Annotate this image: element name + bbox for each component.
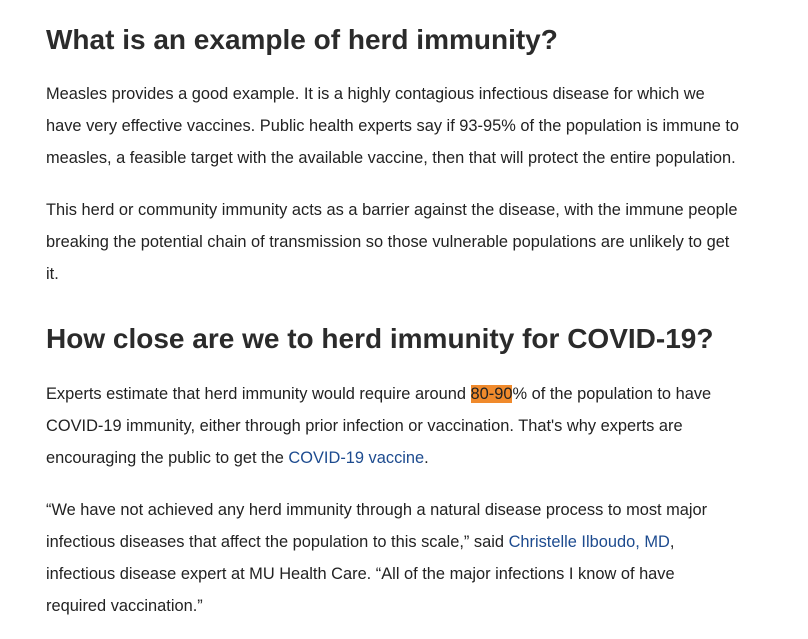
paragraph-line: “We have not achieved any herd immunity …: [46, 501, 708, 519]
text-segment: .: [424, 449, 429, 467]
highlighted-percentage: 80-90: [470, 385, 513, 403]
paragraph-line: measles, a feasible target with the avai…: [46, 149, 736, 167]
text-segment: infectious diseases that affect the popu…: [46, 533, 509, 551]
paragraph-line: COVID-19 immunity, either through prior …: [46, 417, 683, 435]
text-segment: encouraging the public to get the: [46, 449, 289, 467]
paragraph-line: Measles provides a good example. It is a…: [46, 85, 705, 103]
paragraph-line: encouraging the public to get the COVID-…: [46, 442, 806, 474]
section-heading-herd-immunity-example: What is an example of herd immunity?: [46, 24, 558, 55]
paragraph-line: breaking the potential chain of transmis…: [46, 233, 730, 251]
paragraph-line: required vaccination.”: [46, 597, 203, 615]
paragraph-expert-quote: “We have not achieved any herd immunity …: [46, 494, 806, 622]
paragraph-line: This herd or community immunity acts as …: [46, 201, 738, 219]
christelle-ilboudo-link[interactable]: Christelle Ilboudo, MD: [508, 533, 670, 551]
paragraph-covid-estimate: Experts estimate that herd immunity woul…: [46, 378, 806, 474]
paragraph-line: infectious disease expert at MU Health C…: [46, 565, 675, 583]
paragraph-measles-example: Measles provides a good example. It is a…: [46, 78, 806, 174]
covid-vaccine-link[interactable]: COVID-19 vaccine: [288, 449, 425, 467]
paragraph-community-immunity: This herd or community immunity acts as …: [46, 194, 806, 290]
paragraph-line: have very effective vaccines. Public hea…: [46, 117, 740, 135]
paragraph-line: it.: [46, 265, 59, 283]
section-heading-covid-herd-immunity: How close are we to herd immunity for CO…: [46, 323, 714, 354]
text-segment: ,: [669, 533, 675, 551]
paragraph-line: Experts estimate that herd immunity woul…: [46, 378, 806, 410]
text-segment: % of the population to have: [512, 385, 712, 403]
paragraph-line: infectious diseases that affect the popu…: [46, 526, 806, 558]
text-segment: Experts estimate that herd immunity woul…: [46, 385, 471, 403]
